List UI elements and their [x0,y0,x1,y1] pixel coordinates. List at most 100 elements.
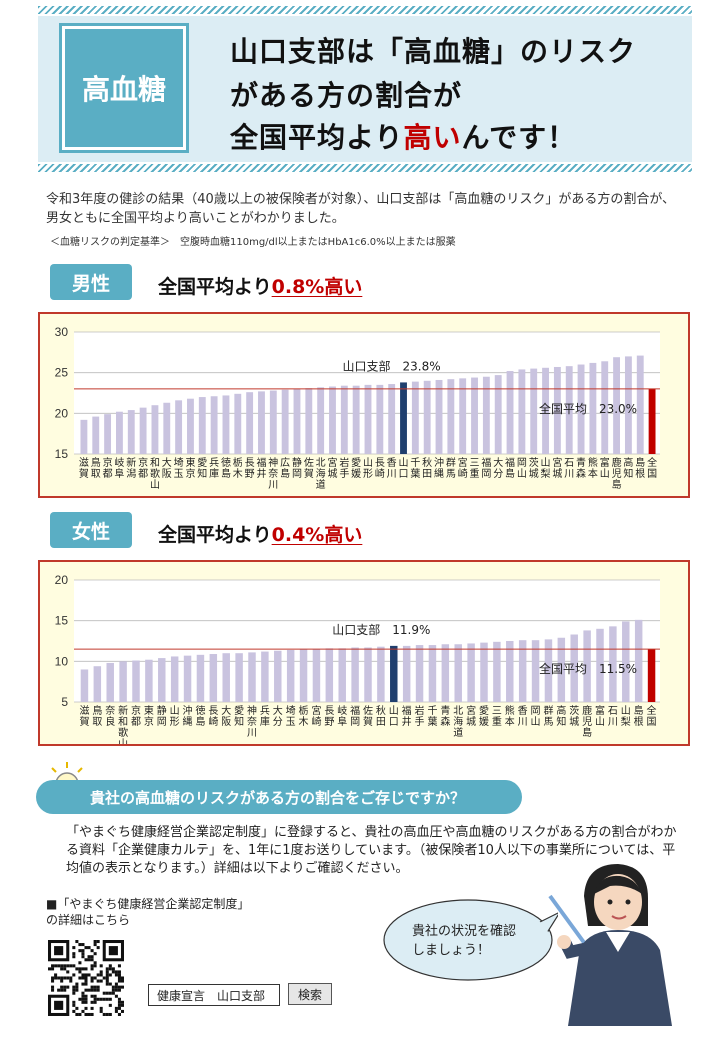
search-button[interactable]: 検索 [288,983,332,1005]
male-bar [115,411,123,454]
female-xtick: 大阪 [221,704,231,728]
qr-module [117,964,121,968]
female-bar [183,655,192,702]
female-bar [312,649,321,702]
male-bar [305,388,313,454]
female-bar [209,654,218,702]
male-bar [139,407,147,454]
qr-module [51,979,55,983]
male-xtick: 京都 [138,456,148,480]
qr-module [72,1009,76,1013]
qr-module [87,958,91,962]
speech-bubble [383,899,558,981]
male-xtick: 東京 [185,456,195,480]
female-xtick: 栃木 [299,704,309,728]
male-xtick: 秋田 [422,456,432,480]
qr-module [114,1009,118,1013]
qr-module [81,952,85,956]
female-chart: 5 10 15 20 滋賀鳥取奈良新和歌山京都東京静岡山形沖縄徳島長崎大阪愛知神奈川兵庫… [38,560,690,746]
female-xtick: 宮崎 [311,704,321,728]
female-bar [415,645,424,702]
qr-module [84,1006,88,1010]
male-xtick: 神奈川 [268,456,278,491]
female-bar [557,637,566,702]
female-bar [170,656,179,702]
female-bar [351,647,359,702]
topic-badge-label: 高血糖 [81,73,166,106]
qr-module [90,964,94,968]
male-bar [175,400,183,454]
qr-module [105,982,109,986]
female-bar [286,649,295,702]
qr-module [114,988,118,992]
qr-module [63,964,67,968]
female-ytick: 20 [55,573,69,587]
topic-badge: 高血糖 [59,23,189,153]
qr-module [102,1012,106,1016]
male-xtick: 島根 [635,456,645,480]
male-xtick: 広島 [280,456,290,480]
search-query-box[interactable]: 健康宣言 山口支部 [148,984,280,1006]
female-bar [441,644,450,702]
male-xtick: 鹿児島 [612,456,622,491]
qr-module [90,955,94,959]
qr-module [72,964,76,968]
male-bar [447,379,455,454]
qr-module [81,994,85,998]
male-xtick: 熊本 [588,456,598,480]
speech-bubble-text: 貴社の状況を確認 しましょう！ [412,922,516,960]
qr-module [78,976,82,980]
qr-module [78,949,82,953]
qr-module [84,997,88,1001]
qr-module [84,1012,88,1016]
qr-module [117,979,121,983]
male-bar [411,381,419,454]
qr-module [69,979,73,983]
qr-module [93,1000,97,1004]
male-xtick: 宮崎 [458,456,468,480]
female-bar [454,644,462,702]
female-chart-svg: 5 10 15 20 滋賀鳥取奈良新和歌山京都東京静岡山形沖縄徳島長崎大阪愛知神奈川兵庫… [55,573,660,744]
male-bar [281,389,289,454]
qr-module [84,979,88,983]
male-bar [577,364,585,454]
female-bar [338,648,346,702]
qr-module [105,991,109,995]
qr-module [75,985,79,989]
qr-module [99,979,103,983]
male-ytick: 15 [55,447,69,461]
qr-module [93,964,97,968]
qr-module [87,955,91,959]
qr-module [99,997,103,1001]
qr-module [66,964,70,968]
female-bar [145,659,153,702]
qr-module [102,976,106,980]
female-xtick: 山梨 [621,705,631,728]
female-bar [274,650,282,702]
qr-code[interactable] [48,940,124,1016]
male-bar [553,366,561,454]
bottom-stripe [38,164,692,172]
male-chart: 15 20 25 30 滋賀 鳥取 京都 岐阜 新潟 京都 和歌山 大阪 埼玉 東京 愛知 兵庫 徳島 栃木 長野福… [38,312,690,498]
qr-module [63,988,67,992]
female-headline-pre: 全国平均より [158,524,272,546]
presenter-illustration [548,864,672,1026]
male-bar [494,375,502,454]
qr-module [120,1000,124,1004]
qr-module [117,997,121,1001]
qr-module [111,970,115,974]
male-bar [163,402,171,454]
qr-module [90,994,94,998]
female-xtick: 兵庫 [260,704,270,728]
female-bar [299,649,308,702]
qr-module [99,970,103,974]
male-bar [482,376,490,454]
female-xtick: 三重 [492,706,502,728]
female-yamaguchi-label: 山口支部 11.9% [332,622,430,637]
female-xtick: 全国 [647,704,657,728]
qr-module [51,988,55,992]
female-bar [222,653,230,702]
qr-module [72,985,76,989]
male-xtick: 石川 [564,458,574,480]
qr-module [99,1009,103,1013]
